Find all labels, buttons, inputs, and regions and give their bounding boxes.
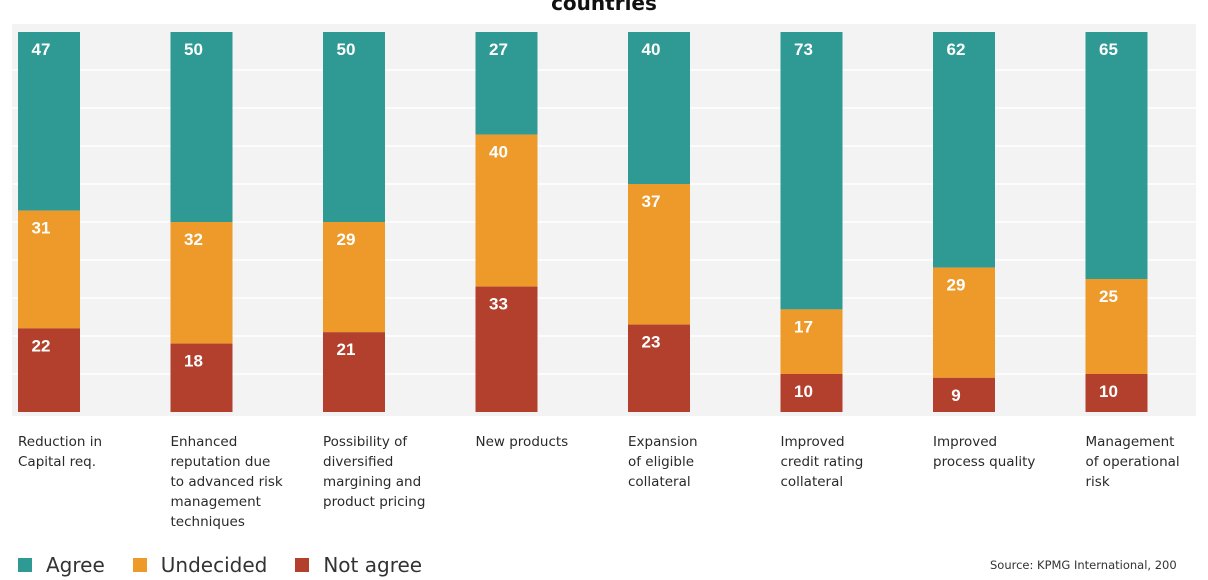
legend-label-agree: Agree	[46, 553, 105, 577]
bar-value-agree-3: 50	[337, 40, 356, 59]
bar-segment-not-agree-6	[780, 374, 843, 412]
bar-segment-undecided-8	[1085, 279, 1148, 374]
category-label-6: Improved credit rating collateral	[781, 432, 909, 492]
bar-segments	[18, 32, 1148, 412]
bar-value-not-agree-2: 18	[184, 352, 203, 371]
legend-item-not-agree: Not agree	[295, 553, 422, 577]
bar-segment-agree-7	[933, 32, 995, 268]
category-label-1: Reduction in Capital req.	[18, 432, 146, 472]
bar-value-labels: 47 31 22 50 32 18 50 29 21 27 40 33 40 37 23 73 17 10 62 29…	[32, 40, 1118, 405]
bar-value-agree-5: 40	[642, 40, 661, 59]
bar-value-undecided-8: 25	[1099, 287, 1118, 306]
chart-title-fragment: countries	[551, 0, 657, 15]
bar-segment-agree-5	[628, 32, 690, 184]
bar-value-not-agree-8: 10	[1099, 382, 1118, 401]
category-label-4: New products	[476, 432, 604, 452]
bar-segment-undecided-5	[628, 184, 690, 325]
bar-value-undecided-2: 32	[184, 230, 203, 249]
category-label-line: collateral	[780, 474, 844, 490]
bar-value-not-agree-6: 10	[794, 382, 813, 401]
bar-value-not-agree-1: 22	[32, 336, 51, 355]
bar-value-agree-2: 50	[184, 40, 203, 59]
category-label-line: Improved	[933, 434, 998, 450]
category-label-7: Improved process quality	[933, 432, 1061, 472]
bar-segment-undecided-6	[780, 309, 843, 374]
category-label-line: reputation due	[170, 454, 271, 470]
category-label-line: margining and	[323, 474, 422, 490]
category-label-2: Enhanced reputation due to advanced risk ma…	[171, 432, 299, 532]
bar-segment-not-agree-2	[170, 343, 233, 412]
category-label-line: Reduction in	[18, 434, 103, 450]
bar-segment-agree-6	[780, 32, 843, 310]
bar-value-agree-1: 47	[32, 40, 51, 59]
bar-value-undecided-3: 29	[337, 230, 356, 249]
bar-segment-agree-4	[475, 32, 538, 135]
legend: Agree Undecided Not agree	[18, 552, 450, 578]
bar-value-undecided-6: 17	[794, 317, 813, 336]
bar-segment-undecided-4	[475, 134, 538, 287]
bar-value-not-agree-7: 9	[951, 386, 960, 405]
bar-segment-not-agree-1	[18, 328, 80, 412]
bar-value-not-agree-4: 33	[489, 295, 508, 314]
bar-segment-agree-3	[323, 32, 385, 222]
legend-item-agree: Agree	[18, 553, 105, 577]
category-label-line: product pricing	[323, 494, 426, 510]
category-label-line: process quality	[933, 454, 1036, 470]
category-label-line: Enhanced	[170, 434, 238, 450]
bar-segment-agree-1	[18, 32, 80, 211]
legend-swatch-undecided	[132, 558, 147, 572]
category-label-line: Possibility of	[323, 434, 408, 450]
category-label-line: techniques	[170, 514, 245, 530]
bar-value-agree-6: 73	[794, 40, 813, 59]
bar-segment-undecided-3	[323, 222, 385, 333]
bar-segment-undecided-7	[933, 267, 995, 378]
legend-swatch-not-agree	[295, 558, 310, 572]
category-label-8: Management of operational risk	[1086, 432, 1208, 492]
bar-value-undecided-5: 37	[642, 192, 661, 211]
source-note: Source: KPMG International, 200	[990, 558, 1177, 572]
bar-segment-undecided-2	[170, 222, 233, 344]
category-label-line: New products	[475, 434, 569, 450]
plot-area: 47 31 22 50 32 18 50 29 21 27 40 33 40 37 23 73 17 10 62 29…	[12, 24, 1196, 416]
bar-segment-not-agree-4	[475, 286, 538, 412]
legend-label-undecided: Undecided	[160, 553, 268, 577]
bar-value-agree-4: 27	[489, 40, 508, 59]
category-label-line: collateral	[628, 474, 691, 490]
bar-segment-agree-8	[1085, 32, 1148, 279]
bar-segment-undecided-1	[18, 210, 80, 329]
category-label-line: Expansion	[628, 434, 698, 450]
bar-segment-not-agree-8	[1085, 374, 1148, 412]
bar-value-undecided-1: 31	[32, 219, 51, 238]
bar-value-agree-8: 65	[1099, 40, 1118, 59]
category-label-line: diversified	[323, 454, 394, 470]
category-label-line: to advanced risk	[170, 474, 283, 490]
category-label-line: of operational	[1085, 454, 1180, 470]
bar-value-not-agree-3: 21	[337, 340, 356, 359]
legend-swatch-agree	[18, 558, 32, 572]
bar-value-undecided-7: 29	[947, 276, 966, 295]
bar-segment-not-agree-5	[628, 324, 690, 412]
category-label-line: Capital req.	[18, 454, 97, 470]
category-label-line: Improved	[780, 434, 845, 450]
category-label-line: credit rating	[780, 454, 864, 470]
bar-segment-not-agree-3	[323, 332, 385, 412]
category-label-5: Expansion of eligible collateral	[628, 432, 756, 492]
legend-item-undecided: Undecided	[132, 553, 268, 577]
bar-value-agree-7: 62	[947, 40, 966, 59]
stacked-bar-chart: 47 31 22 50 32 18 50 29 21 27 40 33 40 37 23 73 17 10 62 29…	[12, 32, 1196, 412]
bar-value-undecided-4: 40	[489, 143, 508, 162]
category-label-line: of eligible	[628, 454, 695, 470]
bar-value-not-agree-5: 23	[642, 333, 661, 352]
category-label-line: management	[170, 494, 261, 510]
category-label-line: Management	[1085, 434, 1175, 450]
legend-label-not-agree: Not agree	[323, 553, 423, 577]
category-label-line: risk	[1085, 474, 1110, 490]
category-label-3: Possibility of diversified margining and pr…	[323, 432, 451, 512]
bar-segment-not-agree-7	[933, 377, 995, 412]
bar-segment-agree-2	[170, 32, 233, 222]
